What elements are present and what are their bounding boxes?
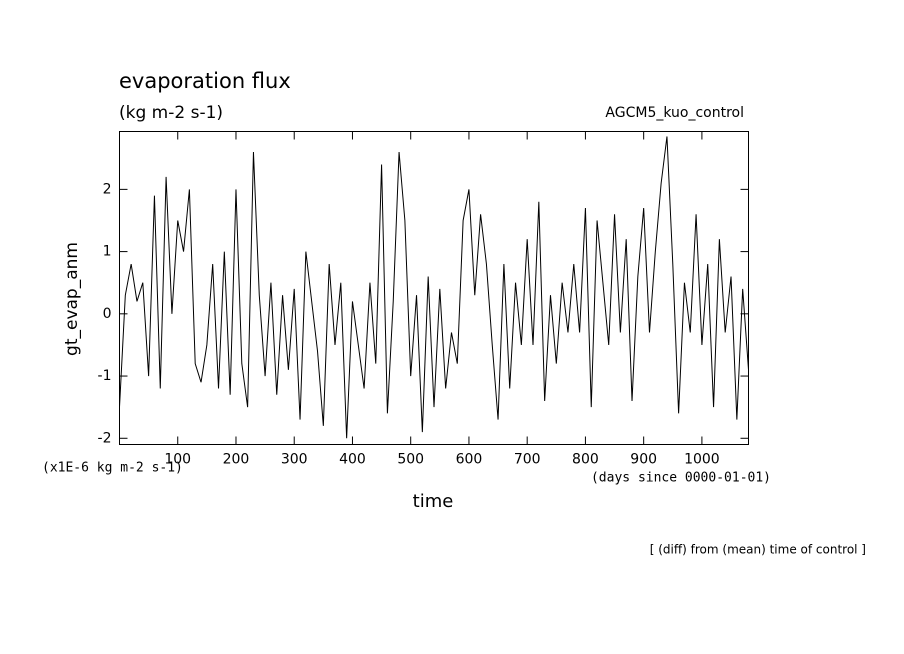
y-tick-label: -2	[98, 430, 112, 446]
y-tick-label: 2	[103, 181, 112, 197]
x-tick-label: 400	[339, 452, 366, 468]
x-tick-label: 700	[514, 452, 541, 468]
x-tick-label: 900	[630, 452, 657, 468]
x-tick-label: 300	[281, 452, 308, 468]
x-tick-label: 100	[164, 452, 191, 468]
x-tick-label: 200	[223, 452, 250, 468]
x-tick-label: 600	[456, 452, 483, 468]
chart-subtitle: (kg m-2 s-1)	[119, 103, 223, 123]
x-axis-label: time	[413, 491, 454, 512]
plot-frame	[119, 131, 749, 445]
x-unit: (days since 0000-01-01)	[591, 471, 771, 486]
annotation: AGCM5_kuo_control	[605, 105, 744, 121]
y-tick-label: 1	[103, 244, 112, 260]
y-unit: (x1E-6 kg m-2 s-1)	[42, 461, 183, 476]
y-tick-label: -1	[98, 368, 112, 384]
y-axis-label: gt_evap_anm	[62, 242, 82, 356]
x-tick-label: 500	[397, 452, 424, 468]
y-tick-label: 0	[103, 306, 112, 322]
x-tick-label: 800	[572, 452, 599, 468]
footer: [ (diff) from (mean) time of control ]	[650, 543, 866, 557]
data-line	[119, 136, 749, 439]
chart-title: evaporation flux	[119, 69, 291, 93]
x-tick-label: 1000	[684, 452, 720, 468]
